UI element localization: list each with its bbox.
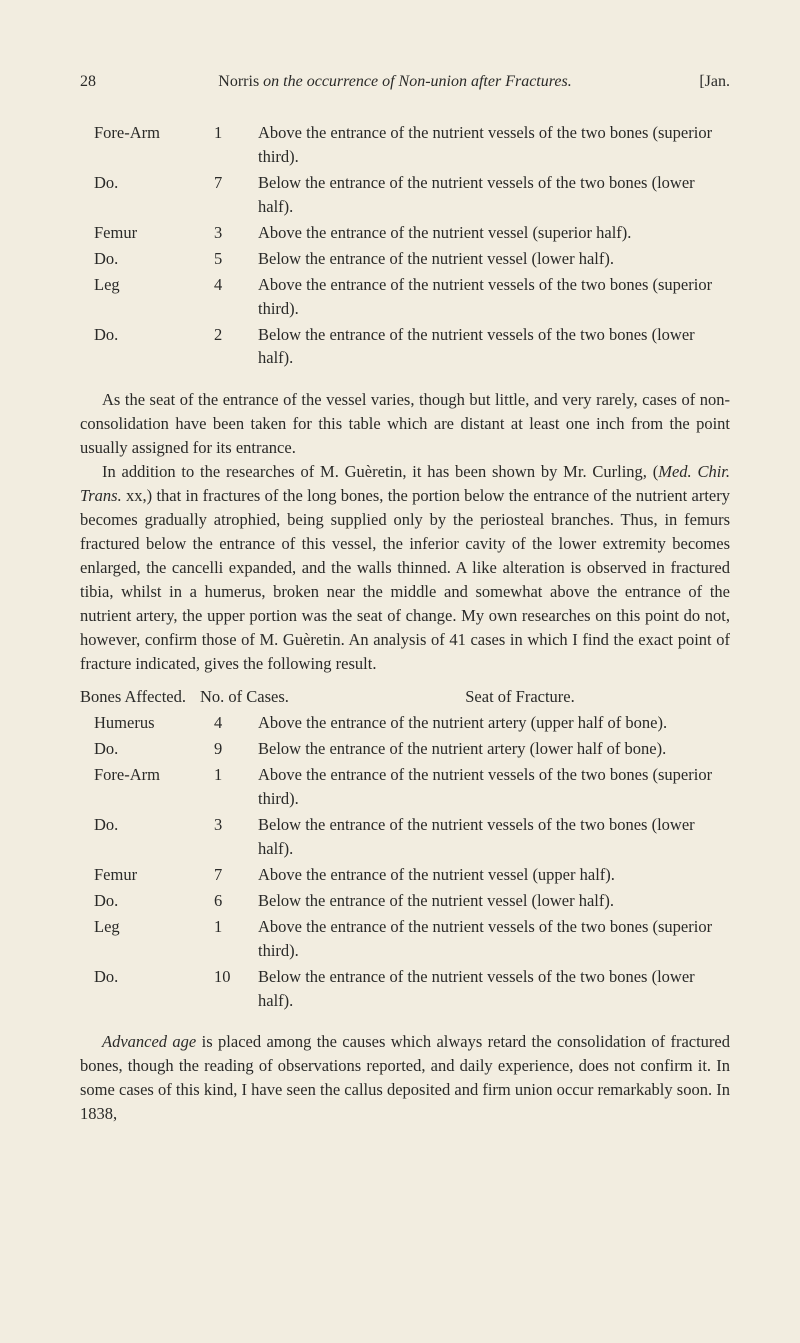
page: 28 Norris on the occurrence of Non-union…: [0, 0, 800, 1343]
table-row: Fore-Arm 1 Above the entrance of the nut…: [80, 763, 730, 811]
cell-bone: Do.: [80, 737, 214, 761]
cell-desc: Below the entrance of the nutrient vesse…: [258, 247, 730, 271]
paragraph-3: Advanced age is placed among the causes …: [80, 1030, 730, 1126]
cell-n: 4: [214, 273, 258, 297]
table-head: Bones Affected. No. of Cases. Seat of Fr…: [80, 685, 730, 709]
cell-bone: Do.: [80, 171, 214, 195]
cell-n: 10: [214, 965, 258, 989]
table-1: Fore-Arm 1 Above the entrance of the nut…: [80, 121, 730, 370]
page-number: 28: [80, 70, 120, 93]
table-row: Fore-Arm 1 Above the entrance of the nut…: [80, 121, 730, 169]
cell-desc: Below the entrance of the nutrient vesse…: [258, 171, 730, 219]
table-row: Leg 1 Above the entrance of the nutrient…: [80, 915, 730, 963]
header-month: [Jan.: [670, 70, 730, 93]
cell-bone: Do.: [80, 965, 214, 989]
cell-desc: Below the entrance of the nutrient vesse…: [258, 889, 730, 913]
cell-bone: Leg: [80, 915, 214, 939]
table-2: Bones Affected. No. of Cases. Seat of Fr…: [80, 685, 730, 1012]
cell-desc: Above the entrance of the nutrient vesse…: [258, 863, 730, 887]
cell-n: 1: [214, 121, 258, 145]
table-row: Do. 9 Below the entrance of the nutrient…: [80, 737, 730, 761]
cell-n: 3: [214, 221, 258, 245]
cell-desc: Above the entrance of the nutrient vesse…: [258, 121, 730, 169]
cell-n: 9: [214, 737, 258, 761]
cell-desc: Below the entrance of the nutrient vesse…: [258, 323, 730, 371]
cell-desc: Below the entrance of the nutrient vesse…: [258, 965, 730, 1013]
paragraph-2: In addition to the researches of M. Guèr…: [80, 460, 730, 675]
cell-bone: Do.: [80, 323, 214, 347]
table-row: Do. 5 Below the entrance of the nutrient…: [80, 247, 730, 271]
table-row: Femur 7 Above the entrance of the nutrie…: [80, 863, 730, 887]
cell-n: 4: [214, 711, 258, 735]
head-bone: Bones Affected.: [80, 685, 200, 709]
running-title: Norris on the occurrence of Non-union af…: [120, 70, 670, 93]
para3-a: Advanced age: [102, 1032, 196, 1051]
running-title-prefix: Norris: [218, 73, 263, 90]
paragraph-1: As the seat of the entrance of the vesse…: [80, 388, 730, 460]
table-row: Do. 10 Below the entrance of the nutrien…: [80, 965, 730, 1013]
cell-n: 3: [214, 813, 258, 837]
cell-desc: Above the entrance of the nutrient vesse…: [258, 915, 730, 963]
cell-bone: Fore-Arm: [80, 763, 214, 787]
table-row: Leg 4 Above the entrance of the nutrient…: [80, 273, 730, 321]
cell-bone: Do.: [80, 889, 214, 913]
para2-a: In addition to the researches of M. Guèr…: [102, 462, 658, 481]
head-desc: Seat of Fracture.: [310, 685, 730, 709]
cell-desc: Above the entrance of the nutrient vesse…: [258, 763, 730, 811]
cell-desc: Above the entrance of the nutrient vesse…: [258, 273, 730, 321]
table-row: Do. 6 Below the entrance of the nutrient…: [80, 889, 730, 913]
cell-desc: Above the entrance of the nutrient arter…: [258, 711, 730, 735]
para2-c: xx,) that in fractures of the long bones…: [80, 486, 730, 672]
cell-n: 2: [214, 323, 258, 347]
cell-n: 1: [214, 763, 258, 787]
head-n: No. of Cases.: [200, 685, 310, 709]
table-row: Do. 2 Below the entrance of the nutrient…: [80, 323, 730, 371]
cell-desc: Below the entrance of the nutrient arter…: [258, 737, 730, 761]
table-row: Humerus 4 Above the entrance of the nutr…: [80, 711, 730, 735]
cell-desc: Above the entrance of the nutrient vesse…: [258, 221, 730, 245]
cell-bone: Leg: [80, 273, 214, 297]
table-row: Femur 3 Above the entrance of the nutrie…: [80, 221, 730, 245]
table-row: Do. 7 Below the entrance of the nutrient…: [80, 171, 730, 219]
cell-bone: Femur: [80, 863, 214, 887]
cell-n: 7: [214, 171, 258, 195]
cell-bone: Do.: [80, 813, 214, 837]
running-header: 28 Norris on the occurrence of Non-union…: [80, 70, 730, 93]
table-row: Do. 3 Below the entrance of the nutrient…: [80, 813, 730, 861]
cell-n: 6: [214, 889, 258, 913]
cell-bone: Femur: [80, 221, 214, 245]
cell-n: 5: [214, 247, 258, 271]
cell-bone: Humerus: [80, 711, 214, 735]
cell-bone: Do.: [80, 247, 214, 271]
cell-desc: Below the entrance of the nutrient vesse…: [258, 813, 730, 861]
cell-bone: Fore-Arm: [80, 121, 214, 145]
running-title-italic: on the occurrence of Non-union after Fra…: [263, 73, 572, 90]
cell-n: 1: [214, 915, 258, 939]
cell-n: 7: [214, 863, 258, 887]
